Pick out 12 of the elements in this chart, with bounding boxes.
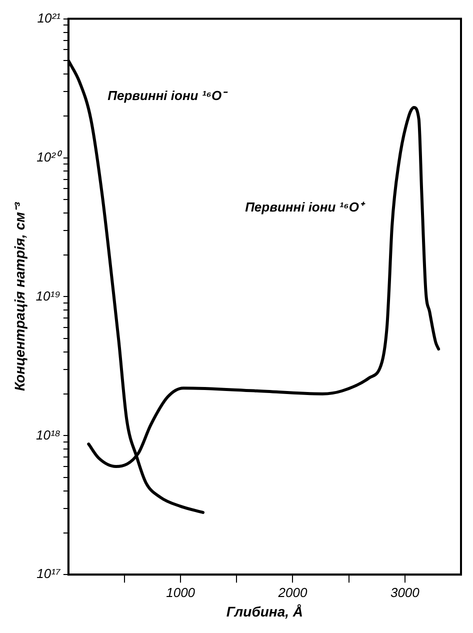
y-tick-label: 10¹⁸	[36, 427, 61, 442]
series-label: Первинні іони ¹⁶O⁻	[108, 88, 229, 104]
x-tick-label: 3000	[390, 585, 420, 600]
text: Первинні іони ¹⁶O⁺	[245, 199, 366, 214]
y-axis-title: Концентрація натрія, см⁻³	[11, 202, 28, 392]
x-tick-label: 1000	[166, 585, 196, 600]
y-tick-label: 10¹⁹	[36, 288, 61, 304]
y-tick-label: 10²⁰	[36, 149, 62, 164]
y-tick-label: 10²¹	[37, 10, 62, 26]
x-tick-label: 2000	[277, 585, 308, 600]
y-tick-label: 10¹⁷	[36, 566, 62, 582]
x-axis-title: Глибина, Å	[226, 603, 304, 620]
